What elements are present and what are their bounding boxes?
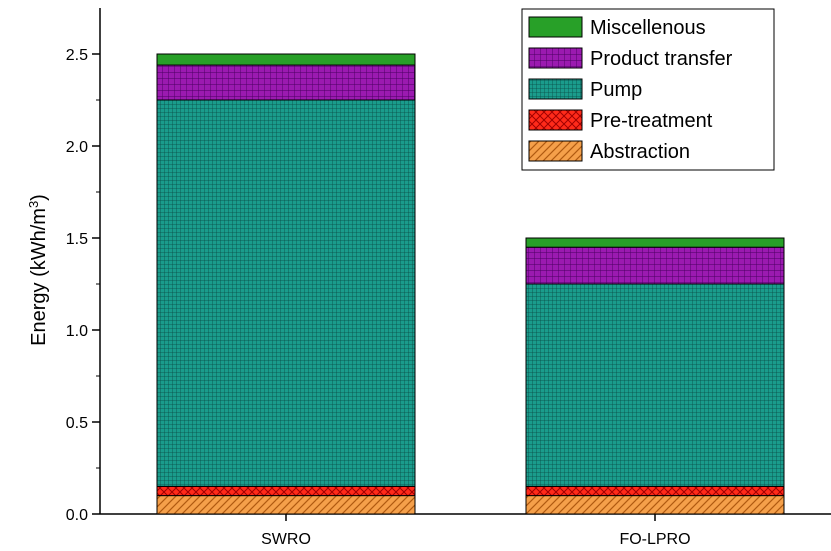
legend-swatch [528, 78, 583, 100]
x-tick-label: SWRO [261, 531, 311, 548]
legend-swatch [528, 109, 583, 131]
bar-segment-pre-treatment-swro [156, 485, 416, 497]
bar-segment-pump-fo-lpro [525, 283, 785, 487]
y-tick-label: 1.0 [66, 323, 88, 340]
legend-swatch [528, 47, 583, 69]
y-axis-title: Energy (kWh/m3) [26, 194, 51, 346]
bar-segment-pump-swro [156, 99, 416, 487]
legend-label: Miscellenous [590, 17, 706, 39]
x-tick-label: FO-LPRO [619, 531, 690, 548]
y-tick-label: 0.5 [66, 415, 88, 432]
bar-segment-abstraction-fo-lpro [525, 495, 785, 515]
legend-label: Pump [590, 79, 642, 101]
legend-label: Pre-treatment [590, 110, 713, 132]
y-tick-label: 2.0 [66, 139, 88, 156]
legend-label: Abstraction [590, 141, 690, 163]
y-tick-label: 0.0 [66, 507, 88, 524]
bar-segment-miscellenous-swro [156, 53, 416, 66]
bar-segment-miscellenous-fo-lpro [525, 237, 785, 248]
bar-segment-product-transfer-swro [156, 64, 416, 101]
legend: Miscellenous Product transfer Pump Pre-trea… [521, 8, 775, 171]
y-tick-label: 2.5 [66, 47, 88, 64]
legend-label: Product transfer [590, 48, 733, 70]
bar-segment-product-transfer-fo-lpro [525, 246, 785, 285]
legend-swatch [528, 16, 583, 38]
bar-segment-abstraction-swro [156, 495, 416, 515]
legend-swatch [528, 140, 583, 162]
y-tick-label: 1.5 [66, 231, 88, 248]
bar-segment-pre-treatment-fo-lpro [525, 485, 785, 497]
